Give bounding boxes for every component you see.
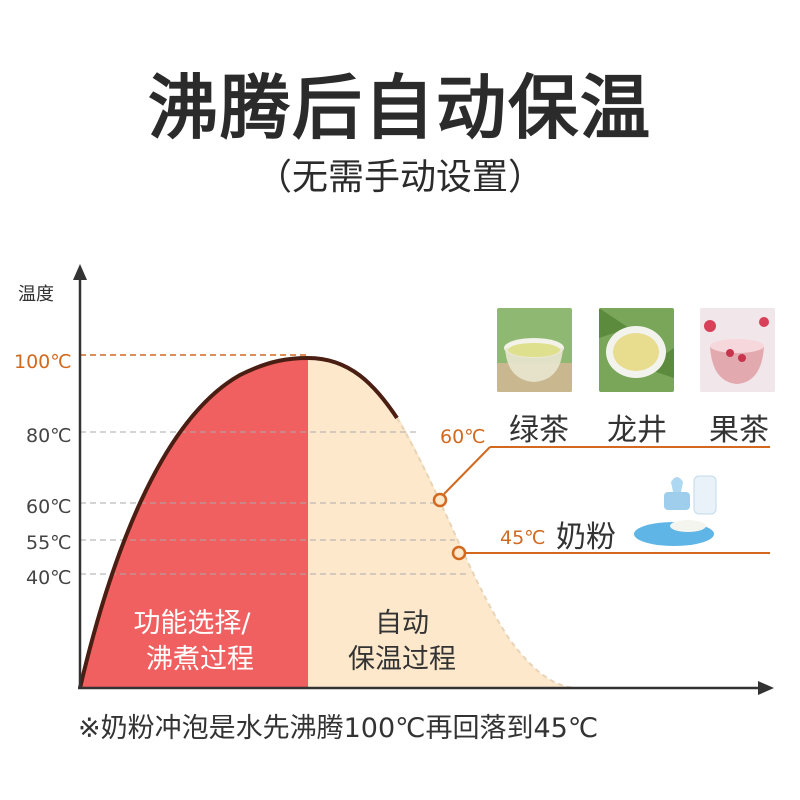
y-axis-arrow — [73, 264, 87, 280]
boil-region-label-2: 沸煮过程 — [146, 644, 254, 675]
y-axis-label: 温度 — [18, 284, 54, 305]
tea-temp-label: 60℃ — [440, 426, 486, 448]
tea-name-fruit: 果茶 — [709, 413, 769, 448]
keep-warm-label-2: 保温过程 — [348, 644, 456, 675]
tea-leader — [443, 446, 491, 495]
baby-bottle-icon — [626, 472, 722, 548]
page-subtitle: （无需手动设置） — [255, 157, 544, 198]
x-axis-arrow — [758, 681, 774, 695]
keep-warm-label-1: 自动 — [375, 608, 429, 639]
tick-label-100: 100℃ — [14, 351, 72, 373]
tea-name-green: 绿茶 — [509, 413, 569, 448]
tick-label-60: 60℃ — [26, 496, 72, 518]
tick-label-40: 40℃ — [26, 567, 72, 589]
tick-label-55: 55℃ — [26, 532, 72, 554]
cooling-curve — [396, 417, 581, 689]
boil-region — [80, 358, 308, 688]
green-tea-cup-icon — [497, 308, 572, 392]
keep-warm-region — [308, 358, 580, 688]
fruit-tea-cup-icon — [700, 308, 775, 392]
page-title: 沸腾后自动保温 — [148, 67, 652, 149]
boil-region-label-1: 功能选择/ — [133, 608, 251, 639]
milk-temp-label: 45℃ — [500, 527, 546, 549]
tick-label-80: 80℃ — [26, 425, 72, 447]
longjing-tea-cup-icon — [599, 308, 674, 392]
milk-marker — [451, 545, 467, 561]
tea-marker — [432, 492, 448, 508]
milk-powder-label: 奶粉 — [556, 520, 616, 555]
boil-curve — [78, 355, 399, 689]
footnote: ※奶粉冲泡是水先沸腾100℃再回落到45℃ — [78, 713, 599, 744]
tea-name-longjing: 龙井 — [607, 413, 667, 448]
